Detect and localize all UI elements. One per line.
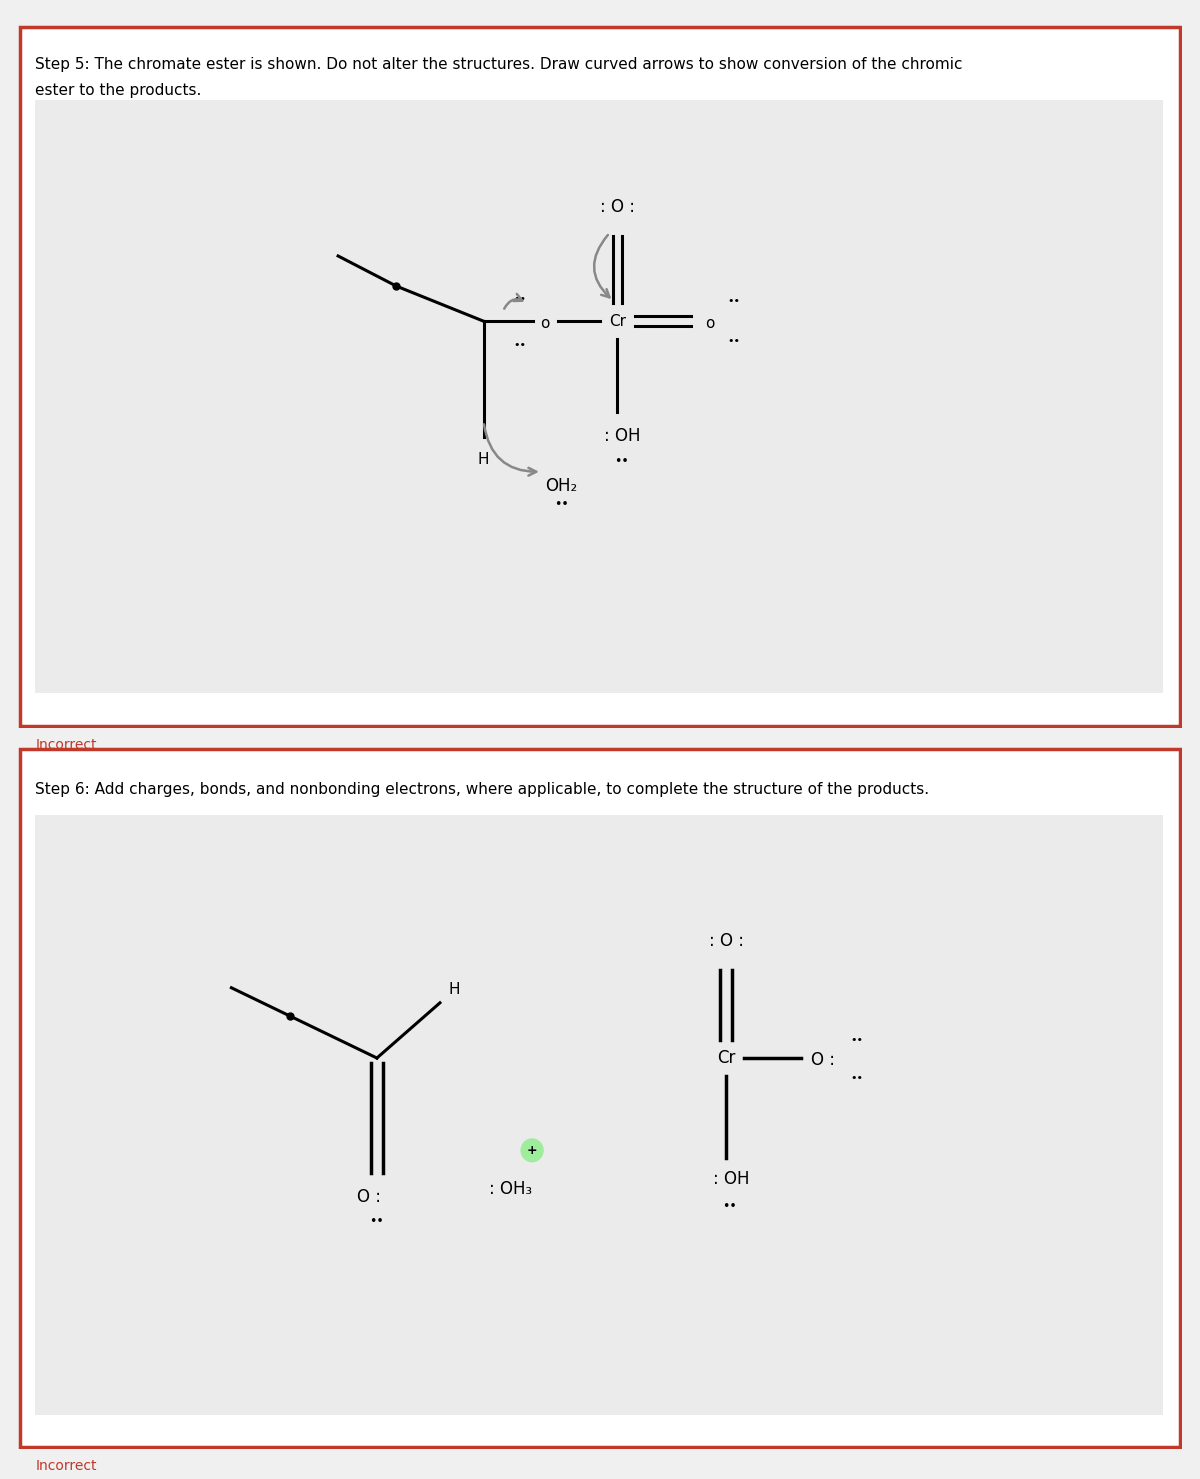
- Text: O :: O :: [358, 1189, 382, 1207]
- Text: Step 6: Add charges, bonds, and nonbonding electrons, where applicable, to compl: Step 6: Add charges, bonds, and nonbondi…: [36, 782, 930, 797]
- Text: ••: ••: [851, 1035, 864, 1046]
- FancyArrowPatch shape: [484, 424, 536, 476]
- Text: ••: ••: [727, 296, 740, 306]
- Text: Incorrect: Incorrect: [36, 738, 97, 751]
- FancyBboxPatch shape: [36, 815, 1163, 1415]
- Text: : O :: : O :: [600, 198, 635, 216]
- Text: Cr: Cr: [716, 1049, 736, 1066]
- Text: ••: ••: [722, 1199, 737, 1213]
- Text: : OH: : OH: [713, 1170, 749, 1189]
- FancyBboxPatch shape: [20, 748, 1180, 1448]
- Text: ••: ••: [512, 340, 526, 351]
- Text: : O :: : O :: [708, 932, 744, 950]
- Text: ••: ••: [614, 456, 629, 469]
- Text: Incorrect: Incorrect: [36, 1460, 97, 1473]
- Text: Cr: Cr: [608, 314, 626, 328]
- Text: O :: O :: [811, 1052, 835, 1069]
- Text: : OH: : OH: [604, 426, 641, 445]
- Circle shape: [521, 1139, 544, 1162]
- Text: OH₂: OH₂: [545, 476, 577, 495]
- Text: ••: ••: [512, 294, 526, 305]
- Text: +: +: [527, 1143, 538, 1157]
- FancyBboxPatch shape: [20, 27, 1180, 726]
- FancyBboxPatch shape: [36, 101, 1163, 692]
- Text: Step 5: The chromate ester is shown. Do not alter the structures. Draw curved ar: Step 5: The chromate ester is shown. Do …: [36, 58, 962, 72]
- Text: o: o: [704, 315, 714, 331]
- Text: : OH₃: : OH₃: [490, 1180, 533, 1198]
- Text: o: o: [540, 315, 550, 331]
- FancyArrowPatch shape: [504, 294, 522, 309]
- Text: ••: ••: [370, 1216, 384, 1228]
- Text: ••: ••: [727, 336, 740, 346]
- Text: H: H: [478, 451, 490, 467]
- Text: H: H: [449, 982, 461, 997]
- Text: ••: ••: [851, 1074, 864, 1083]
- Text: ester to the products.: ester to the products.: [36, 83, 202, 98]
- Text: ••: ••: [554, 498, 569, 512]
- FancyArrowPatch shape: [594, 235, 610, 297]
